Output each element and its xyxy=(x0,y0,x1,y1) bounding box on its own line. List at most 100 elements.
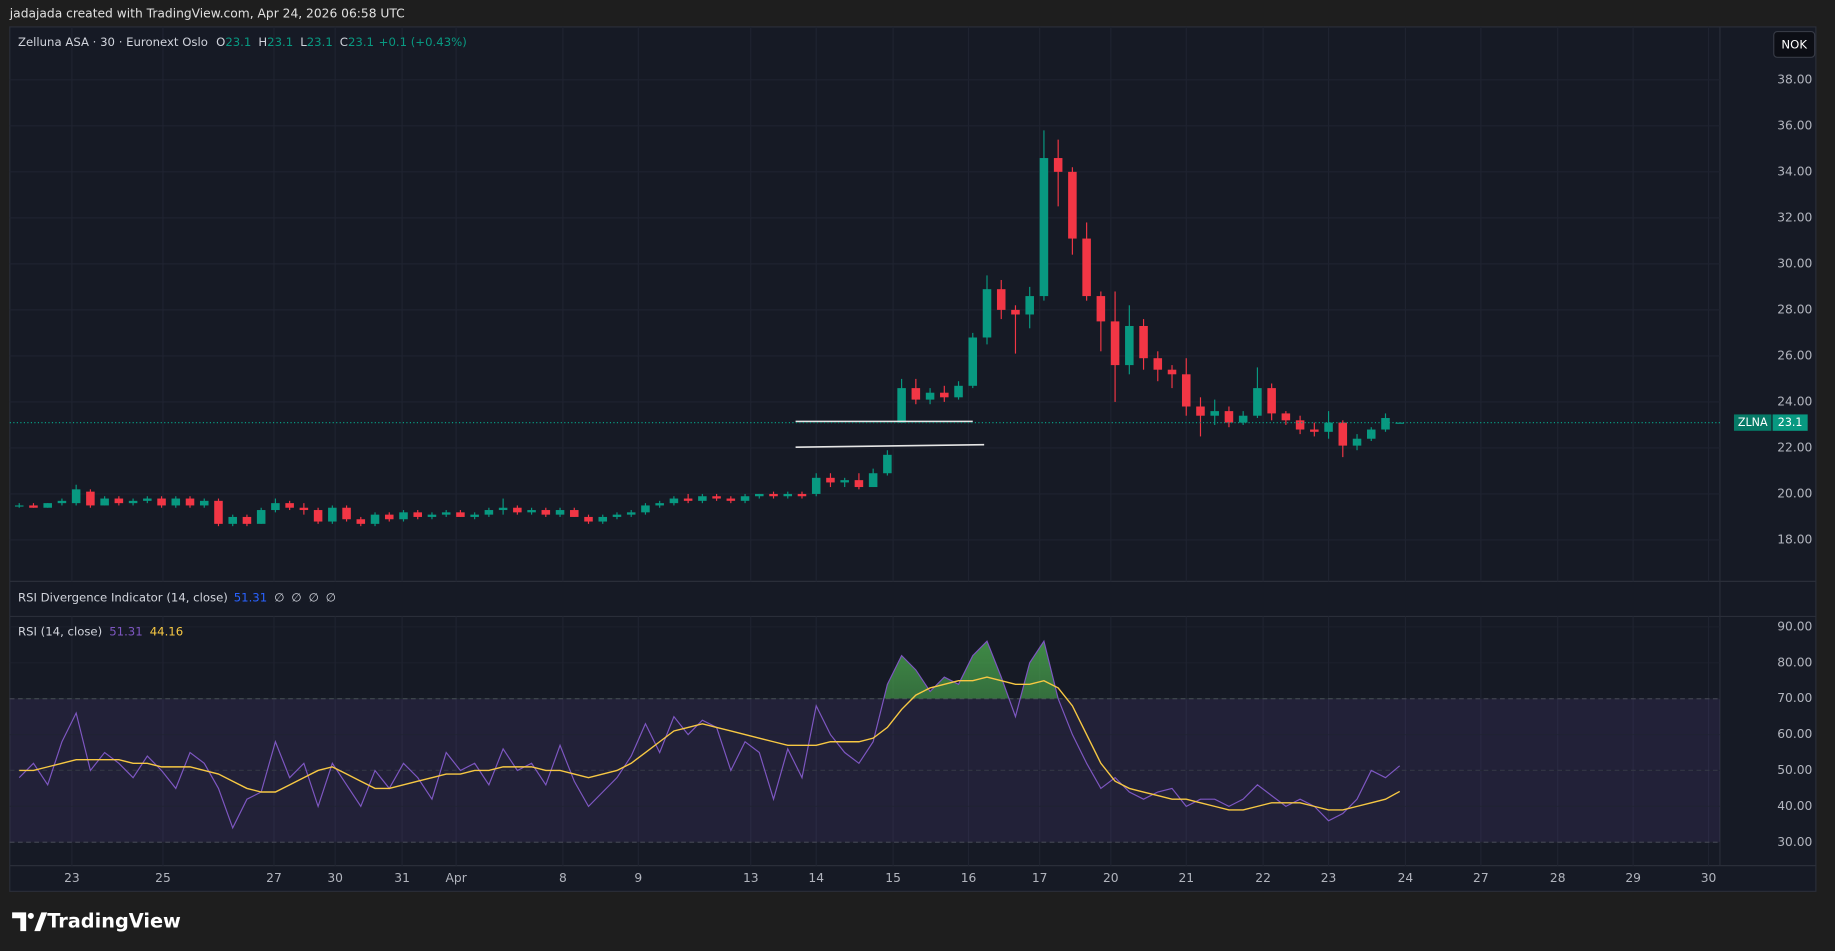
candle-body xyxy=(726,498,736,501)
candle-body xyxy=(256,510,266,524)
y-tick-label: 18.00 xyxy=(1777,532,1812,546)
currency-button[interactable] xyxy=(1773,30,1816,58)
y-tick-label: 38.00 xyxy=(1777,72,1812,86)
candle-body xyxy=(897,388,906,423)
candle-body xyxy=(328,507,337,522)
candle-body xyxy=(1181,374,1191,407)
candle-body xyxy=(811,477,821,494)
grid xyxy=(9,26,1720,866)
candle-body xyxy=(356,519,366,524)
candle-body xyxy=(43,503,52,508)
y-tick-label: 22.00 xyxy=(1777,440,1812,454)
indicator-flag: ∅ xyxy=(274,590,284,604)
symbol-tag-bg xyxy=(1733,414,1772,431)
logo-mark xyxy=(27,912,34,919)
candle-body xyxy=(598,516,608,522)
candle-body xyxy=(1210,411,1219,416)
rsi-title: RSI (14, close) xyxy=(18,624,102,638)
candle-body xyxy=(299,507,309,511)
x-tick-label: 31 xyxy=(394,871,410,885)
legend-ohlc-value: 23.1 xyxy=(225,35,251,49)
x-tick-label: 30 xyxy=(1701,871,1717,885)
candle-body xyxy=(740,496,750,501)
candle-body xyxy=(199,500,209,506)
candle-body xyxy=(641,505,650,513)
candle-body xyxy=(584,516,593,522)
candle-body xyxy=(484,510,494,515)
indicator-flag: ∅ xyxy=(291,590,301,604)
candle-body xyxy=(1352,438,1362,446)
x-tick-label: 17 xyxy=(1032,871,1048,885)
x-tick-label: 23 xyxy=(64,871,80,885)
x-tick-label: 20 xyxy=(1103,871,1119,885)
candle-body xyxy=(698,496,707,501)
price-tag-bg xyxy=(1772,414,1808,431)
candle-body xyxy=(954,385,963,398)
x-tick-label: 13 xyxy=(743,871,759,885)
candle-body xyxy=(982,289,992,338)
candle-body xyxy=(498,507,508,511)
candle-body xyxy=(128,500,138,504)
candle-body xyxy=(1381,418,1390,430)
x-tick-label: 30 xyxy=(327,871,343,885)
candle-body xyxy=(1096,296,1106,322)
candle-body xyxy=(1110,321,1120,366)
plot xyxy=(9,130,1720,830)
candle-body xyxy=(541,510,551,515)
logo-mark xyxy=(34,912,48,932)
candle-body xyxy=(1125,325,1134,366)
chart-frame xyxy=(9,26,1817,892)
x-tick-label: 15 xyxy=(885,871,901,885)
candle-body xyxy=(1366,429,1376,439)
y-tick-label: 90.00 xyxy=(1777,619,1812,633)
candle-body xyxy=(883,454,892,474)
rsi-line xyxy=(19,676,1401,811)
indicator-value: 51.31 xyxy=(234,590,267,604)
candle-body xyxy=(342,507,351,520)
legend-ohlc-label: C xyxy=(340,35,348,49)
x-tick-label: 25 xyxy=(155,871,171,885)
price-tag: 23.1 xyxy=(1778,416,1803,429)
candle-body xyxy=(1039,158,1049,297)
x-tick-label: 29 xyxy=(1625,871,1641,885)
candle-body xyxy=(1139,325,1148,359)
legend-ohlc-label: O xyxy=(216,35,225,49)
legend-ohlc-value: 23.1 xyxy=(348,35,374,49)
x-tick-label: 21 xyxy=(1178,871,1194,885)
candle-body xyxy=(57,500,67,504)
indicator-legend: RSI Divergence Indicator (14, close) 51.3… xyxy=(18,590,336,604)
legend-title: Zelluna ASA · 30 · Euronext Oslo xyxy=(18,35,208,49)
symbol-tag: ZLNA xyxy=(1738,416,1768,429)
candle-body xyxy=(1167,369,1177,375)
candle-body xyxy=(755,493,764,497)
indicator-flag: ∅ xyxy=(309,590,319,604)
legend-ohlc-value: 23.1 xyxy=(307,35,333,49)
currency-label: NOK xyxy=(1781,38,1807,52)
candle-body xyxy=(470,514,479,517)
y-tick-label: 24.00 xyxy=(1777,394,1812,408)
candle-body xyxy=(570,510,579,517)
candle-body xyxy=(612,514,622,517)
candle-body xyxy=(242,516,252,524)
candle-body xyxy=(940,392,949,398)
y-tick-label: 40.00 xyxy=(1777,799,1812,813)
candle-body xyxy=(996,289,1006,310)
candle-body xyxy=(911,388,921,400)
candle-body xyxy=(86,491,95,506)
candle-body xyxy=(1267,388,1276,414)
y-tick-label: 32.00 xyxy=(1777,210,1812,224)
candle-body xyxy=(413,512,422,517)
x-tick-label: 8 xyxy=(559,871,567,885)
rsi-line xyxy=(18,639,1401,830)
candle-body xyxy=(1295,420,1305,430)
logo-mark xyxy=(12,912,27,932)
candle-body xyxy=(513,507,522,513)
candle-body xyxy=(313,510,323,522)
drawn-level-line xyxy=(795,443,985,449)
x-tick-label: 23 xyxy=(1321,871,1337,885)
candle-body xyxy=(655,503,664,506)
candle-body xyxy=(1068,171,1077,239)
candle-body xyxy=(114,498,124,504)
candle-body xyxy=(1238,415,1248,423)
x-tick-label: 22 xyxy=(1255,871,1271,885)
